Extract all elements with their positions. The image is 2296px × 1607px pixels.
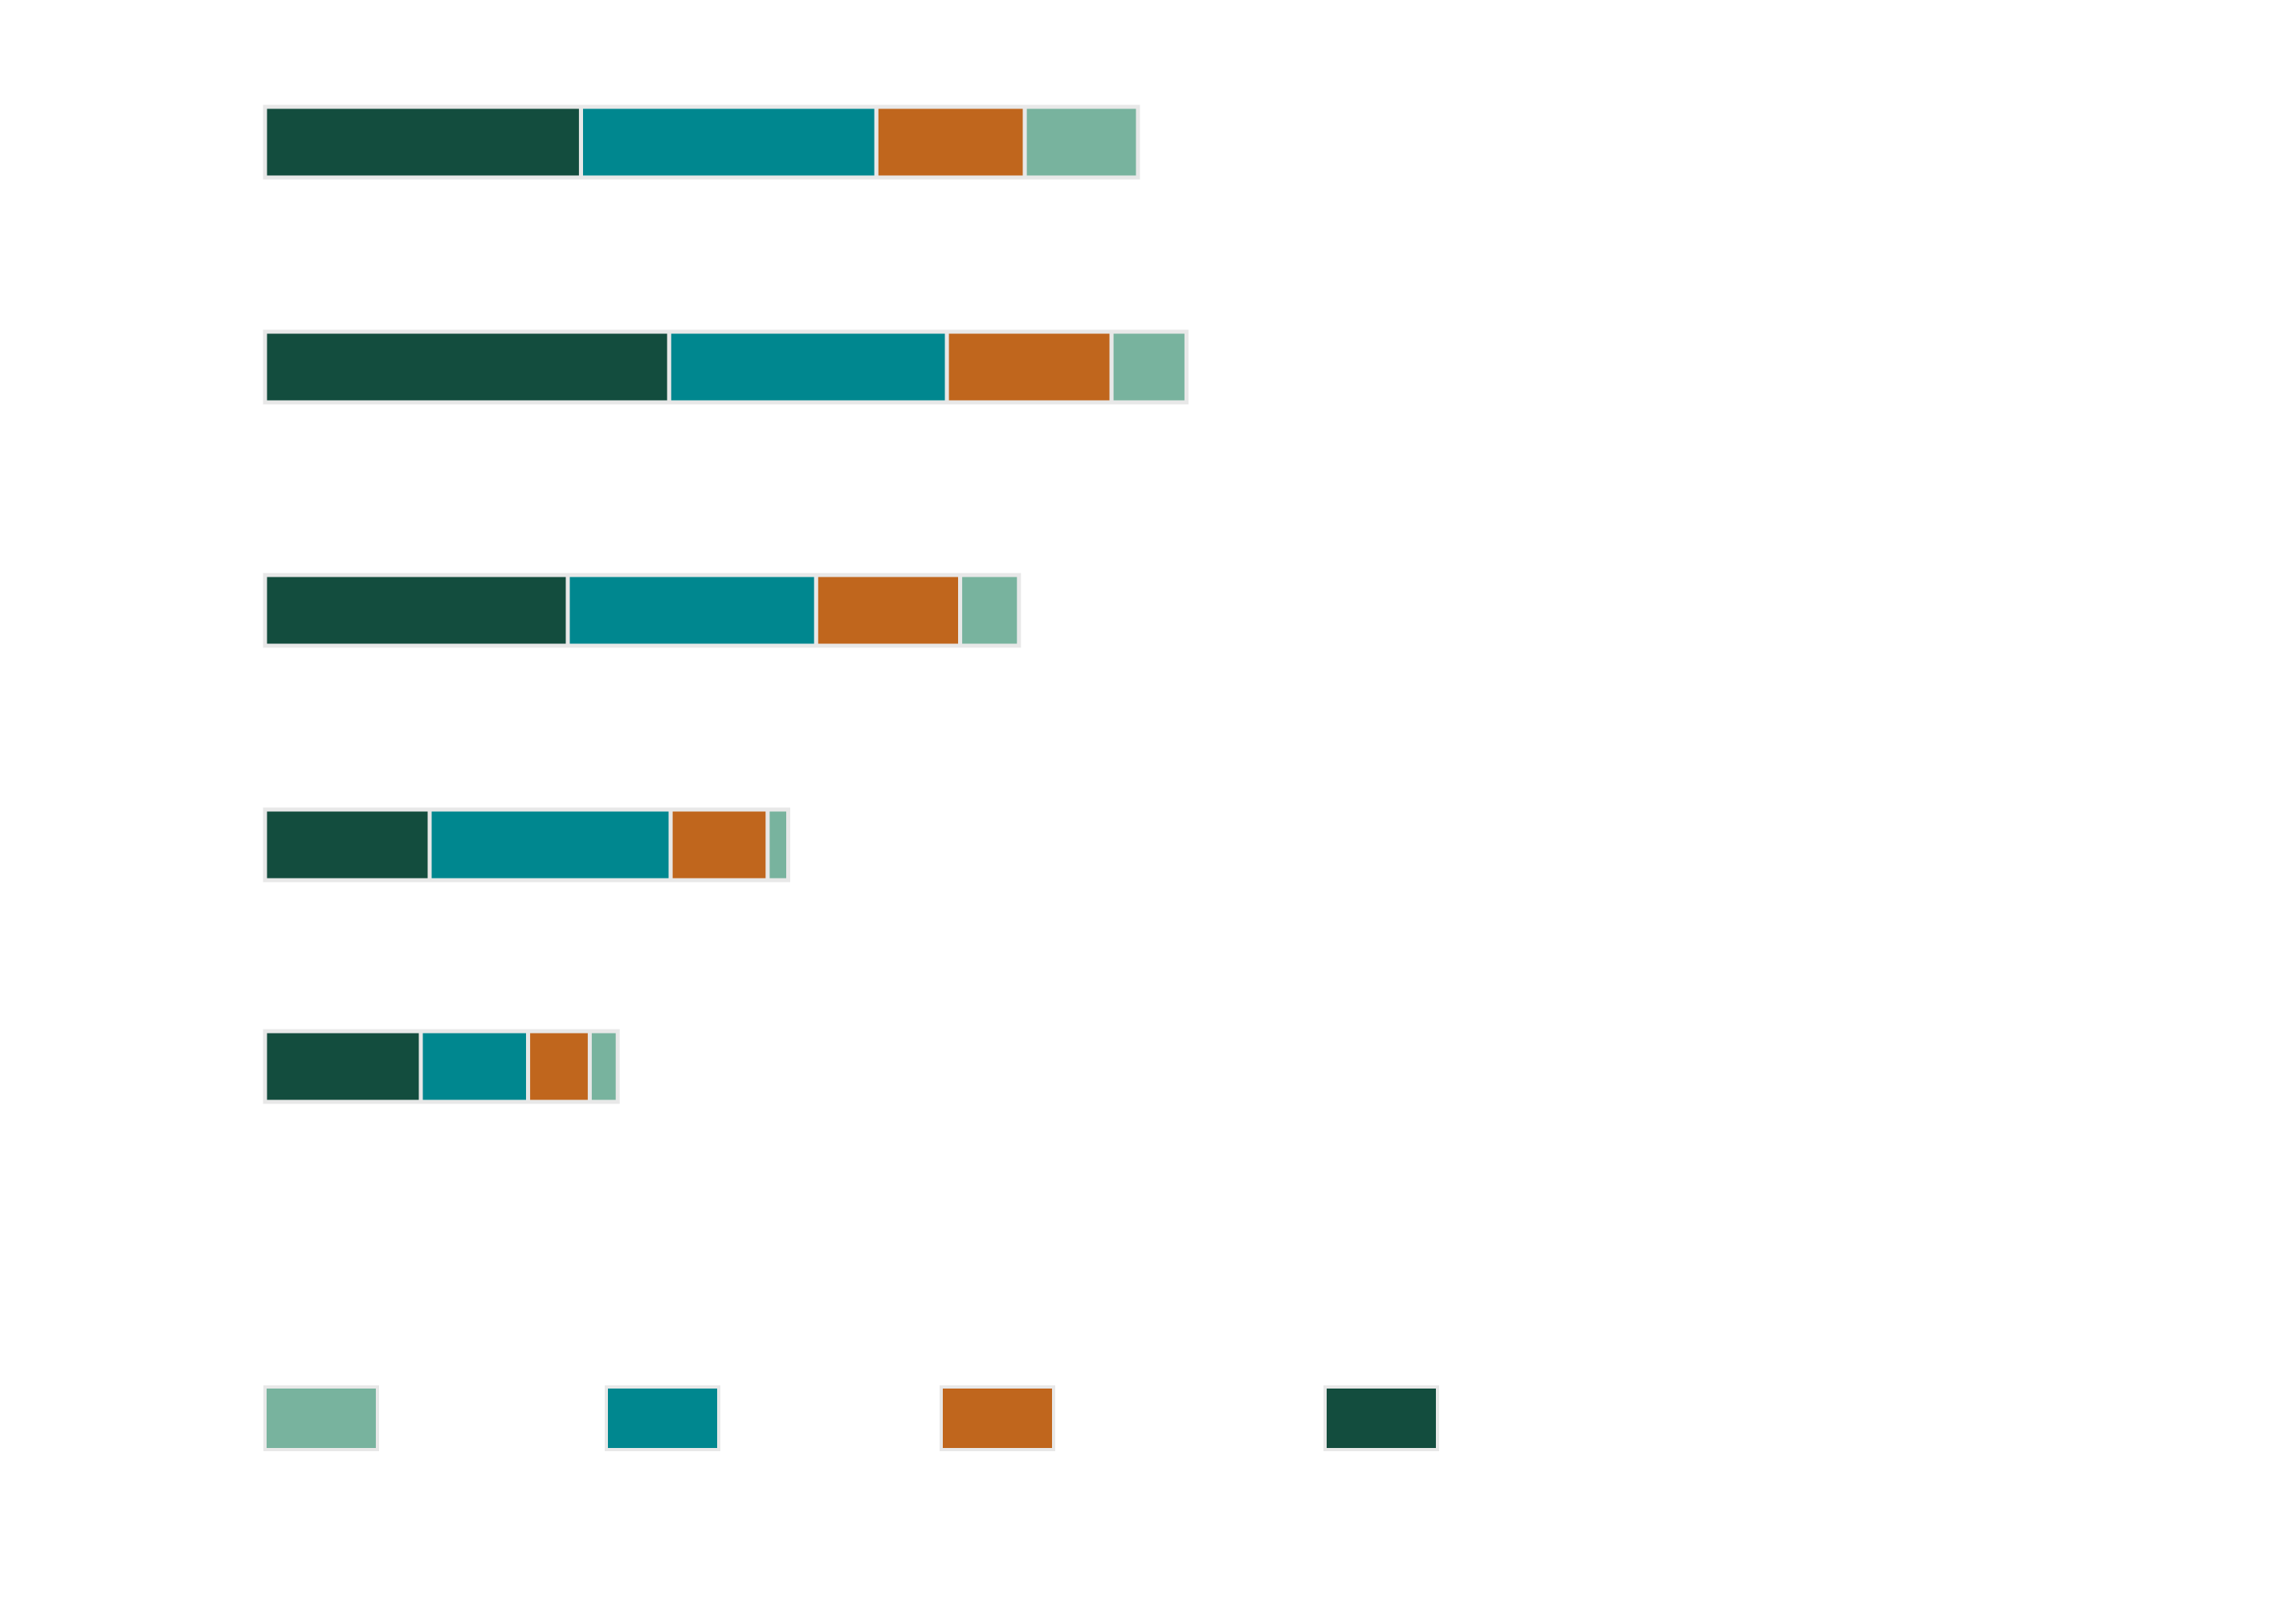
bar-row-4-segment-1 — [263, 807, 432, 883]
legend-swatch-4 — [1323, 1385, 1439, 1451]
legend-swatch-3 — [940, 1385, 1055, 1451]
legend-swatch-2 — [605, 1385, 720, 1451]
bar-row-3-segment-1 — [263, 573, 570, 648]
bars-layer — [263, 104, 1189, 1104]
bar-row-5-segment-3 — [526, 1029, 592, 1104]
bar-row-2-segment-1 — [263, 329, 671, 405]
bar-row-5-segment-4 — [587, 1029, 620, 1104]
bar-row-3-segment-3 — [814, 573, 963, 648]
bar-row-3-segment-2 — [565, 573, 818, 648]
bar-row-5-segment-2 — [418, 1029, 531, 1104]
bar-row-1-segment-1 — [263, 104, 583, 180]
bar-row-1-segment-3 — [874, 104, 1027, 180]
bar-row-4-segment-3 — [668, 807, 770, 883]
bar-row-1-segment-4 — [1022, 104, 1140, 180]
bar-row-2-segment-4 — [1109, 329, 1189, 405]
legend — [263, 1385, 1439, 1451]
bar-row-4-segment-4 — [765, 807, 791, 883]
bar-row-4-segment-2 — [427, 807, 673, 883]
legend-swatch-1 — [263, 1385, 379, 1451]
bar-row-5-segment-1 — [263, 1029, 423, 1104]
bar-row-3-segment-4 — [958, 573, 1022, 648]
bar-row-2-segment-3 — [944, 329, 1114, 405]
bar-row-1-segment-2 — [579, 104, 879, 180]
bar-row-2-segment-2 — [667, 329, 949, 405]
